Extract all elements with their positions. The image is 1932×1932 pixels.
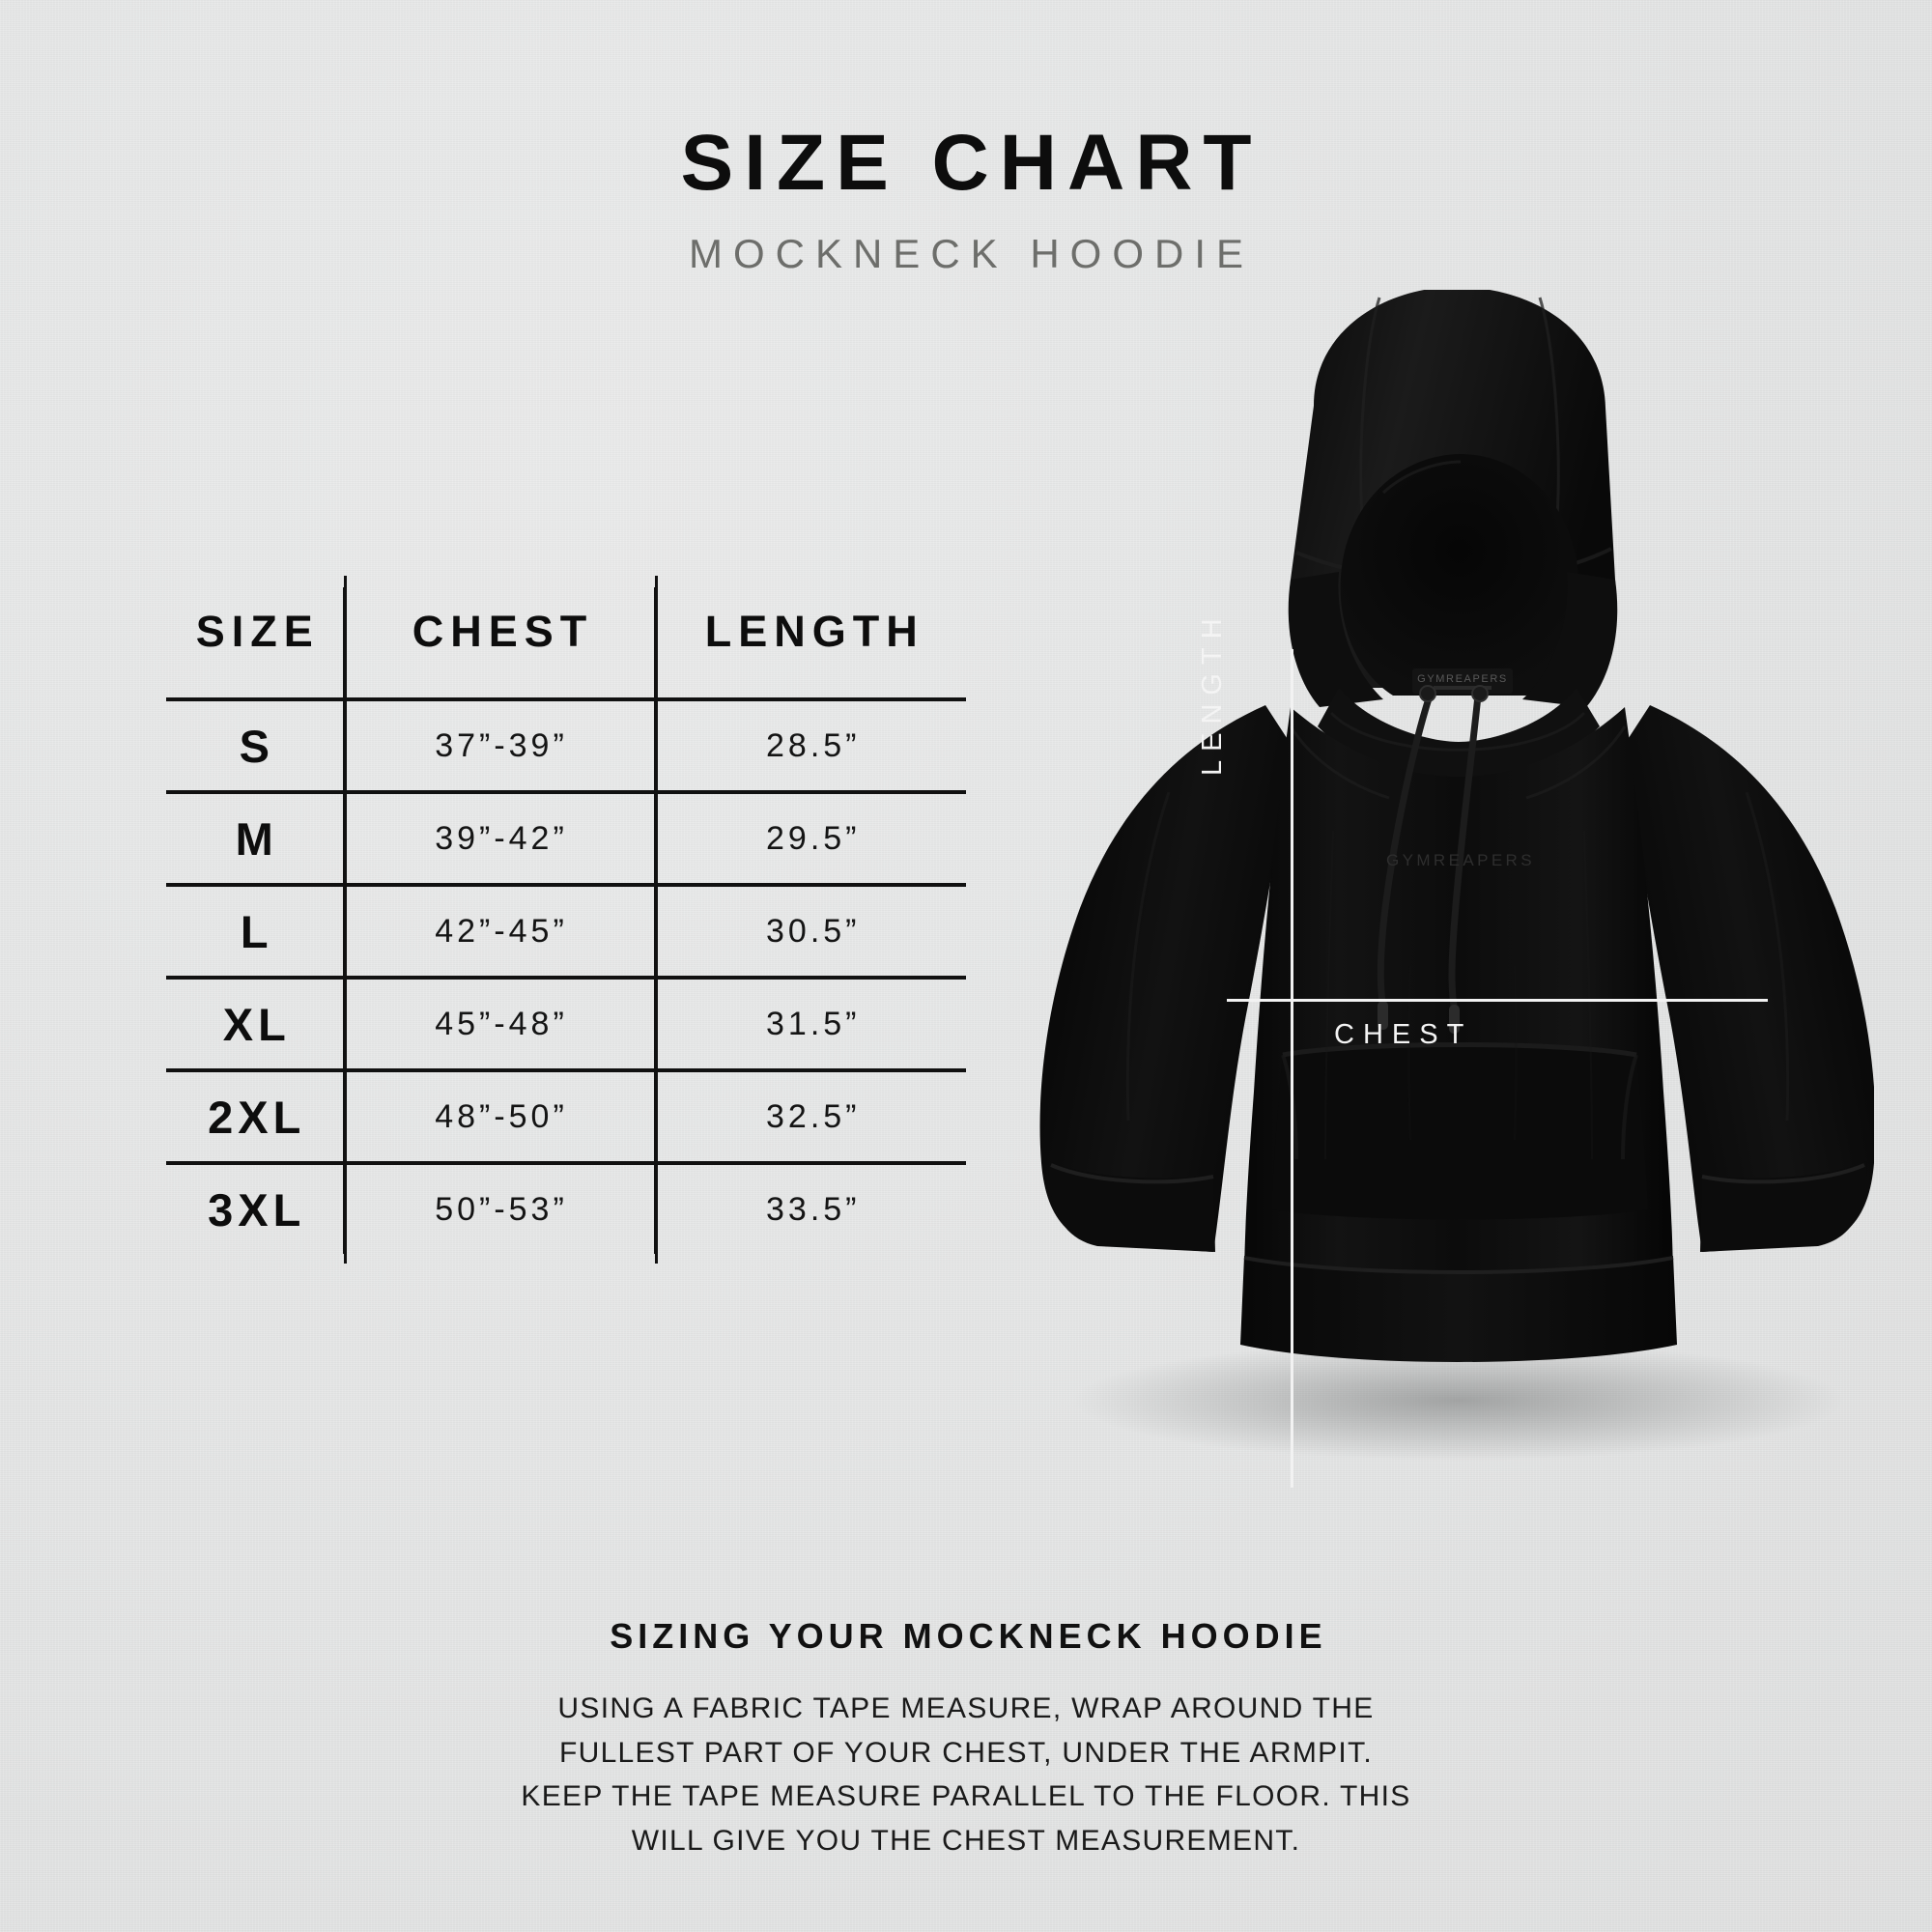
table-row: M 39”-42” 29.5” bbox=[166, 792, 966, 887]
neck-tag-brand-text: GYMREAPERS bbox=[1417, 673, 1508, 685]
cell-chest-2xl: 48”-50” bbox=[344, 1070, 657, 1165]
cell-size-3xl: 3XL bbox=[166, 1163, 346, 1254]
hood-inner-highlight bbox=[1381, 460, 1462, 495]
cell-length-xl: 31.5” bbox=[655, 978, 966, 1072]
footer: SIZING YOUR MOCKNECK HOODIE USING A FABR… bbox=[0, 1619, 1932, 1862]
chest-brand-text: GYMREAPERS bbox=[1386, 851, 1535, 869]
pocket-opening-right bbox=[1621, 1054, 1638, 1160]
footer-line-4: WILL GIVE YOU THE CHEST MEASUREMENT. bbox=[631, 1824, 1301, 1857]
hem-rib bbox=[1240, 1256, 1677, 1362]
column-header-chest: CHEST bbox=[344, 587, 657, 701]
sleeve-right-fold bbox=[1745, 791, 1790, 1122]
product-photo-hoodie: GYMREAPERS GYMREAPERS bbox=[1024, 290, 1874, 1478]
pocket-top-seam bbox=[1282, 1042, 1637, 1058]
sleeve-left-fold bbox=[1125, 791, 1171, 1122]
size-table: SIZE CHEST LENGTH S 37”-39” 28.5” M 39”-… bbox=[166, 587, 966, 1254]
table-row: L 42”-45” 30.5” bbox=[166, 885, 966, 980]
table-column-divider-1 bbox=[344, 576, 347, 1264]
footer-line-3: KEEP THE TAPE MEASURE PARALLEL TO THE FL… bbox=[521, 1780, 1411, 1813]
column-header-length: LENGTH bbox=[655, 587, 966, 701]
drawcord-aglet-left bbox=[1378, 1001, 1388, 1030]
cell-chest-xl: 45”-48” bbox=[344, 978, 657, 1072]
cuff-left-seam bbox=[1050, 1163, 1214, 1184]
table-column-divider-2 bbox=[655, 576, 658, 1264]
hood-seam-right bbox=[1538, 297, 1560, 519]
page-subtitle: MOCKNECK HOODIE bbox=[688, 231, 1255, 276]
cell-length-2xl: 32.5” bbox=[655, 1070, 966, 1165]
cell-length-l: 30.5” bbox=[655, 885, 966, 980]
table-row: S 37”-39” 28.5” bbox=[166, 699, 966, 794]
hoodie-illustration: GYMREAPERS GYMREAPERS bbox=[1039, 290, 1874, 1461]
cell-chest-3xl: 50”-53” bbox=[344, 1163, 657, 1254]
cell-length-s: 28.5” bbox=[655, 699, 966, 794]
table-header-row: SIZE CHEST LENGTH bbox=[166, 587, 966, 701]
cell-chest-s: 37”-39” bbox=[344, 699, 657, 794]
cell-chest-l: 42”-45” bbox=[344, 885, 657, 980]
fabric-texture bbox=[1324, 830, 1593, 1160]
sleeve-right bbox=[1625, 705, 1874, 1252]
table-header: SIZE CHEST LENGTH bbox=[166, 587, 966, 701]
cell-size-xl: XL bbox=[166, 978, 346, 1072]
table-row: 2XL 48”-50” 32.5” bbox=[166, 1070, 966, 1165]
hood-drape-left bbox=[1288, 572, 1383, 707]
kangaroo-pocket bbox=[1271, 1042, 1648, 1220]
hood-opening bbox=[1340, 454, 1579, 696]
eyelet-left bbox=[1419, 685, 1436, 702]
cell-chest-m: 39”-42” bbox=[344, 792, 657, 887]
footer-heading: SIZING YOUR MOCKNECK HOODIE bbox=[610, 1616, 1327, 1656]
cell-size-m: M bbox=[166, 792, 346, 887]
cell-length-3xl: 33.5” bbox=[766, 1190, 861, 1228]
table-body: S 37”-39” 28.5” M 39”-42” 29.5” L 42”-45… bbox=[166, 699, 966, 1254]
cell-size-s: S bbox=[166, 699, 346, 794]
collar-seam bbox=[1329, 711, 1586, 752]
eyelet-right bbox=[1471, 685, 1489, 702]
cell-size-2xl: 2XL bbox=[166, 1070, 346, 1165]
page-title: SIZE CHART bbox=[680, 119, 1263, 207]
cell-size-l: L bbox=[166, 885, 346, 980]
cuff-right bbox=[1700, 1161, 1867, 1252]
hood-drape-right bbox=[1522, 572, 1618, 707]
drawcord-aglet-right bbox=[1449, 1005, 1460, 1034]
garment-shadow bbox=[1072, 1341, 1845, 1461]
footer-line-1: USING A FABRIC TAPE MEASURE, WRAP AROUND… bbox=[557, 1692, 1375, 1724]
hood-seam-left bbox=[1359, 297, 1381, 519]
footer-instructions: USING A FABRIC TAPE MEASURE, WRAP AROUND… bbox=[0, 1687, 1932, 1862]
header: SIZE CHART MOCKNECK HOODIE bbox=[0, 124, 1932, 274]
cell-length-m: 29.5” bbox=[655, 792, 966, 887]
cuff-left bbox=[1048, 1161, 1215, 1252]
table-row: XL 45”-48” 31.5” bbox=[166, 978, 966, 1072]
footer-line-2: FULLEST PART OF YOUR CHEST, UNDER THE AR… bbox=[558, 1736, 1373, 1769]
shoulder-seam-right bbox=[1525, 725, 1627, 800]
drawcord-right bbox=[1448, 692, 1482, 1016]
column-header-size: SIZE bbox=[166, 587, 346, 701]
shoulder-seam-left bbox=[1289, 725, 1390, 800]
sleeve-left bbox=[1039, 705, 1291, 1252]
neck-tag-subline bbox=[1434, 686, 1492, 690]
cuff-right-seam bbox=[1701, 1163, 1865, 1184]
mockneck-collar bbox=[1318, 688, 1600, 784]
table-row: 3XL 50”-53” 33.5” bbox=[166, 1163, 966, 1254]
drawcord-left bbox=[1377, 692, 1434, 1012]
size-table-container: SIZE CHEST LENGTH S 37”-39” 28.5” M 39”-… bbox=[166, 576, 966, 1264]
